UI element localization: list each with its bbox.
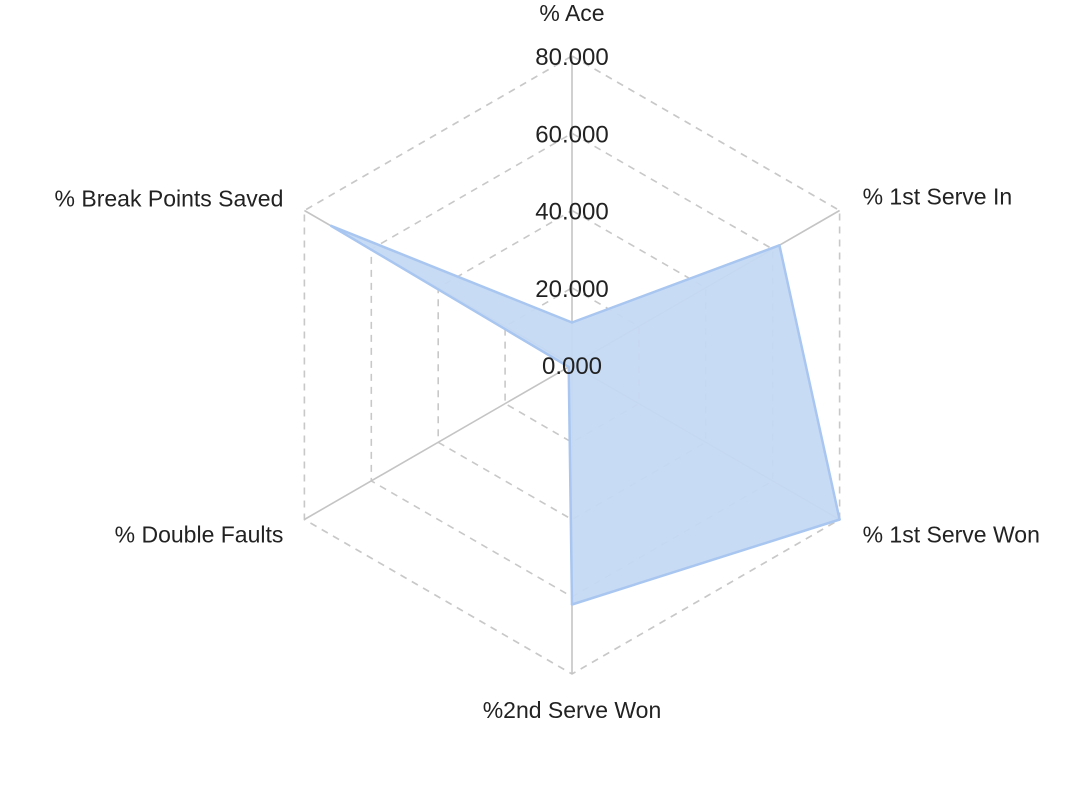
data-point-0-1	[778, 244, 781, 247]
spoke-4	[303, 364, 573, 521]
axis-label-3: %2nd Serve Won	[483, 697, 662, 723]
data-point-0-2	[838, 518, 841, 521]
axis-label-0: % Ace	[539, 0, 604, 26]
tick-label-0: 0.000	[542, 353, 602, 380]
tick-label-3: 60.000	[535, 121, 608, 148]
series-layer	[329, 224, 841, 606]
tick-label-4: 80.000	[535, 44, 608, 71]
tick-label-2: 40.000	[535, 199, 608, 226]
axis-label-4: % Double Faults	[115, 522, 284, 548]
data-point-0-3	[570, 603, 574, 606]
axis-label-1: % 1st Serve In	[863, 184, 1013, 210]
data-point-0-5	[330, 224, 333, 228]
axis-label-layer: % Ace % 1st Serve In % 1st Serve Won %2nd S…	[55, 0, 1040, 723]
tick-label-1: 20.000	[535, 276, 608, 303]
axis-label-2: % 1st Serve Won	[863, 522, 1040, 548]
axis-label-5: % Break Points Saved	[55, 186, 284, 212]
tick-label-layer: 0.000 20.000 40.000 60.000 80.000	[535, 44, 608, 380]
data-point-0-4	[567, 365, 570, 369]
data-point-0-0	[570, 321, 574, 324]
